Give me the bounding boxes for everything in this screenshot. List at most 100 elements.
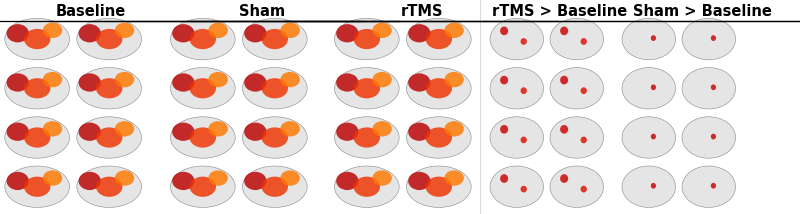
Ellipse shape (490, 166, 543, 207)
Ellipse shape (262, 29, 288, 49)
Text: rTMS: rTMS (400, 4, 443, 19)
Ellipse shape (711, 85, 716, 90)
Ellipse shape (24, 177, 50, 197)
Ellipse shape (622, 68, 675, 109)
Text: Baseline: Baseline (55, 4, 126, 19)
Ellipse shape (42, 170, 62, 186)
Ellipse shape (334, 18, 399, 60)
Ellipse shape (336, 172, 358, 190)
Ellipse shape (521, 137, 527, 143)
Ellipse shape (622, 166, 675, 207)
Ellipse shape (190, 78, 216, 98)
Ellipse shape (550, 166, 603, 207)
Ellipse shape (190, 29, 216, 49)
Ellipse shape (651, 183, 656, 189)
Ellipse shape (500, 27, 508, 35)
Ellipse shape (560, 125, 568, 134)
Ellipse shape (500, 174, 508, 183)
Ellipse shape (280, 23, 300, 38)
Ellipse shape (77, 166, 142, 207)
Ellipse shape (406, 68, 471, 109)
Ellipse shape (334, 166, 399, 207)
Ellipse shape (280, 72, 300, 87)
Ellipse shape (426, 177, 452, 197)
Ellipse shape (408, 123, 430, 141)
Ellipse shape (622, 18, 675, 60)
Ellipse shape (560, 76, 568, 85)
Ellipse shape (262, 78, 288, 98)
Ellipse shape (77, 68, 142, 109)
Ellipse shape (244, 24, 266, 42)
Ellipse shape (426, 127, 452, 148)
Ellipse shape (372, 23, 392, 38)
Ellipse shape (334, 117, 399, 158)
Ellipse shape (372, 72, 392, 87)
Ellipse shape (354, 177, 380, 197)
Ellipse shape (170, 68, 235, 109)
Ellipse shape (550, 117, 603, 158)
Ellipse shape (78, 123, 101, 141)
Ellipse shape (208, 121, 228, 137)
Ellipse shape (426, 29, 452, 49)
Ellipse shape (244, 123, 266, 141)
Ellipse shape (581, 137, 587, 143)
Text: Sham > Baseline: Sham > Baseline (633, 4, 772, 19)
Ellipse shape (170, 166, 235, 207)
Ellipse shape (114, 23, 134, 38)
Ellipse shape (711, 134, 716, 140)
Ellipse shape (444, 170, 464, 186)
Ellipse shape (114, 170, 134, 186)
Text: Sham: Sham (239, 4, 286, 19)
Ellipse shape (581, 87, 587, 94)
Ellipse shape (242, 18, 307, 60)
Ellipse shape (5, 18, 70, 60)
Ellipse shape (651, 134, 656, 140)
Ellipse shape (114, 72, 134, 87)
Ellipse shape (5, 166, 70, 207)
Ellipse shape (444, 121, 464, 137)
Ellipse shape (96, 29, 122, 49)
Ellipse shape (354, 127, 380, 148)
Ellipse shape (372, 121, 392, 137)
Ellipse shape (262, 127, 288, 148)
Ellipse shape (372, 170, 392, 186)
Ellipse shape (336, 123, 358, 141)
Ellipse shape (682, 117, 735, 158)
Ellipse shape (444, 23, 464, 38)
Ellipse shape (6, 123, 29, 141)
Ellipse shape (242, 166, 307, 207)
Ellipse shape (550, 68, 603, 109)
Ellipse shape (244, 172, 266, 190)
Ellipse shape (96, 127, 122, 148)
Ellipse shape (172, 172, 194, 190)
Ellipse shape (244, 73, 266, 92)
Ellipse shape (354, 78, 380, 98)
Ellipse shape (521, 38, 527, 45)
Ellipse shape (170, 18, 235, 60)
Ellipse shape (5, 117, 70, 158)
Ellipse shape (581, 186, 587, 193)
Ellipse shape (560, 174, 568, 183)
Ellipse shape (581, 38, 587, 45)
Ellipse shape (208, 170, 228, 186)
Ellipse shape (682, 166, 735, 207)
Ellipse shape (444, 72, 464, 87)
Ellipse shape (190, 177, 216, 197)
Ellipse shape (172, 123, 194, 141)
Ellipse shape (24, 127, 50, 148)
Ellipse shape (682, 68, 735, 109)
Ellipse shape (172, 24, 194, 42)
Ellipse shape (78, 172, 101, 190)
Ellipse shape (78, 24, 101, 42)
Ellipse shape (172, 73, 194, 92)
Ellipse shape (242, 117, 307, 158)
Ellipse shape (408, 73, 430, 92)
Ellipse shape (490, 117, 543, 158)
Ellipse shape (406, 18, 471, 60)
Ellipse shape (280, 121, 300, 137)
Ellipse shape (711, 35, 716, 41)
Ellipse shape (651, 85, 656, 90)
Ellipse shape (42, 23, 62, 38)
Ellipse shape (208, 72, 228, 87)
Ellipse shape (336, 73, 358, 92)
